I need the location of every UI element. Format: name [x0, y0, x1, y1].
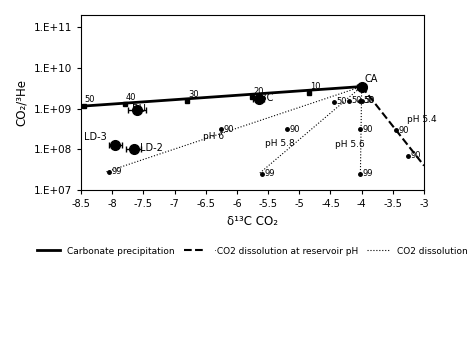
Text: pH 5.6: pH 5.6: [336, 140, 365, 149]
Text: CA: CA: [364, 74, 377, 84]
Text: 10: 10: [310, 82, 320, 91]
Text: 40: 40: [126, 93, 137, 102]
Text: pH 5.4: pH 5.4: [407, 115, 436, 124]
Text: pH 5.8: pH 5.8: [265, 139, 295, 148]
Text: 90: 90: [224, 125, 234, 134]
X-axis label: δ¹³C CO₂: δ¹³C CO₂: [227, 215, 278, 228]
Y-axis label: CO₂/³He: CO₂/³He: [15, 79, 28, 126]
Text: 50: 50: [352, 96, 362, 105]
Text: 99: 99: [264, 169, 275, 179]
Text: 99: 99: [111, 167, 122, 176]
Text: 50: 50: [363, 96, 374, 105]
Text: 30: 30: [188, 90, 199, 99]
Text: 99: 99: [363, 169, 374, 179]
Text: 50: 50: [364, 96, 374, 105]
Text: 50: 50: [336, 97, 346, 106]
Legend: Carbonate precipitation, ·CO2 dissolution at reservoir pH, CO2 dissolution: Carbonate precipitation, ·CO2 dissolutio…: [34, 243, 471, 259]
Text: pH 6: pH 6: [202, 132, 224, 141]
Text: BU: BU: [132, 104, 146, 114]
Text: 20: 20: [254, 87, 264, 96]
Text: 90: 90: [411, 151, 421, 160]
Text: LD-2: LD-2: [140, 143, 163, 153]
Text: 90: 90: [363, 125, 374, 134]
Text: LD-3: LD-3: [84, 132, 107, 142]
Text: 50: 50: [84, 95, 95, 104]
Text: BC: BC: [260, 93, 273, 103]
Text: 90: 90: [289, 125, 300, 134]
Text: 90: 90: [399, 126, 409, 135]
